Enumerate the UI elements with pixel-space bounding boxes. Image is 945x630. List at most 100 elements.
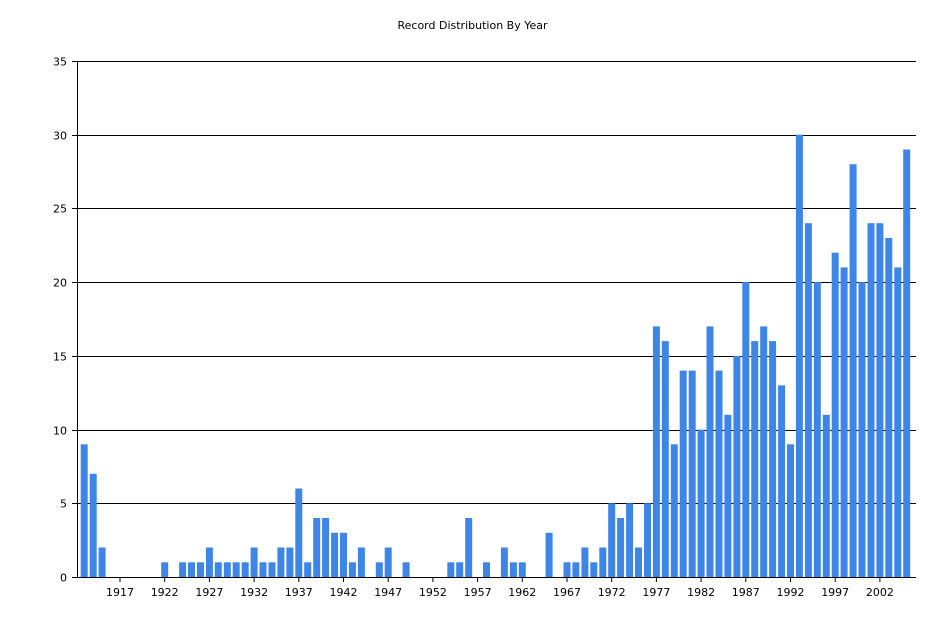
x-tick-label: 1967 (553, 586, 581, 599)
bar-1961 (509, 562, 517, 577)
bar-1949 (402, 562, 410, 577)
bar-1941 (331, 532, 339, 577)
bar-1960 (500, 547, 508, 577)
y-tick-label: 25 (53, 203, 67, 216)
bar-1991 (778, 385, 786, 577)
y-tick-labels: 0 5 10 15 20 25 30 35 (53, 56, 67, 585)
bar-1972 (608, 503, 616, 577)
x-tick-label: 1942 (330, 586, 358, 599)
bar-1955 (456, 562, 464, 577)
bar-2001 (867, 223, 875, 577)
bar-1930 (232, 562, 240, 577)
bar-1924 (179, 562, 187, 577)
y-tick-label: 10 (53, 425, 67, 438)
axes (72, 61, 916, 582)
x-tick-label: 1997 (821, 586, 849, 599)
y-tick-label: 0 (60, 572, 67, 585)
y-tick-label: 15 (53, 351, 67, 364)
bar-1958 (483, 562, 490, 577)
bar-1984 (715, 370, 723, 577)
bar-1965 (545, 532, 553, 577)
bar-1925 (188, 562, 195, 577)
bar-1985 (724, 414, 732, 577)
y-tick-label: 20 (53, 277, 67, 290)
bar-1982 (697, 429, 705, 577)
bar-1967 (563, 562, 571, 577)
bar-1935 (277, 547, 285, 577)
bar-1928 (214, 562, 222, 577)
bar-1968 (572, 562, 580, 577)
bar-1974 (626, 503, 634, 577)
bar-1962 (518, 562, 526, 577)
x-tick-label: 1957 (464, 586, 492, 599)
bar-1943 (348, 562, 356, 577)
bar-2002 (876, 223, 884, 577)
bar-1947 (384, 547, 392, 577)
x-tick-label: 1932 (240, 586, 268, 599)
bar-1977 (652, 326, 660, 577)
bar-1922 (161, 562, 169, 577)
bar-1971 (599, 547, 607, 577)
x-tick-label: 1972 (598, 586, 626, 599)
bar-1946 (375, 562, 383, 577)
bar-1940 (322, 518, 330, 577)
y-tick-label: 35 (53, 56, 67, 69)
bar-1997 (831, 252, 839, 577)
bar-1988 (751, 341, 759, 577)
x-tick-label: 1947 (374, 586, 402, 599)
bar-1937 (295, 488, 303, 577)
bar-1999 (849, 164, 857, 577)
x-tick-label: 1922 (151, 586, 179, 599)
bar-1944 (357, 547, 365, 577)
chart-title: Record Distribution By Year (397, 19, 548, 32)
bar-2004 (894, 267, 902, 577)
bar-1996 (822, 414, 830, 577)
bar-1978 (661, 341, 669, 577)
bar-1979 (670, 444, 678, 577)
x-tick-label: 1937 (285, 586, 313, 599)
x-tick-label: 1987 (732, 586, 760, 599)
bar-1970 (590, 562, 598, 577)
x-tick-label: 1962 (508, 586, 536, 599)
x-tick-labels: 1917 1922 1927 1932 1937 1942 1947 1952 1957 1962… (106, 586, 894, 599)
x-tick-label: 1927 (195, 586, 223, 599)
bar-1931 (241, 562, 249, 577)
bar-1975 (635, 547, 642, 577)
bar-1969 (581, 547, 589, 577)
bar-2000 (858, 282, 866, 577)
bar-1936 (286, 547, 294, 577)
bar-1939 (313, 518, 321, 577)
bar-1987 (742, 282, 750, 577)
x-tick-label: 1977 (642, 586, 670, 599)
bar-1976 (644, 503, 651, 577)
bar-1994 (804, 223, 812, 577)
bar-1929 (223, 562, 231, 577)
y-tick-label: 30 (53, 130, 67, 143)
bar-1954 (447, 562, 455, 577)
bar-1986 (733, 355, 741, 577)
bars (80, 134, 911, 577)
x-tick-label: 1952 (419, 586, 447, 599)
bar-1973 (617, 518, 625, 577)
bar-1981 (688, 370, 696, 577)
bar-1938 (304, 562, 312, 577)
y-tick-label: 5 (60, 498, 67, 511)
bar-1993 (795, 134, 803, 577)
bar-1914 (89, 473, 97, 577)
bar-1926 (197, 562, 204, 577)
bar-1998 (840, 267, 848, 577)
x-tick-label: 1992 (777, 586, 805, 599)
bar-1932 (250, 547, 258, 577)
bar-1927 (205, 547, 213, 577)
bar-1913 (80, 444, 88, 577)
bar-1956 (465, 518, 473, 577)
bar-1989 (760, 326, 768, 577)
bar-1915 (98, 547, 106, 577)
bar-1983 (706, 326, 714, 577)
bar-1933 (259, 562, 267, 577)
bar-2003 (885, 237, 893, 577)
bar-1990 (769, 341, 777, 577)
bar-1995 (813, 282, 821, 577)
x-tick-label: 1982 (687, 586, 715, 599)
